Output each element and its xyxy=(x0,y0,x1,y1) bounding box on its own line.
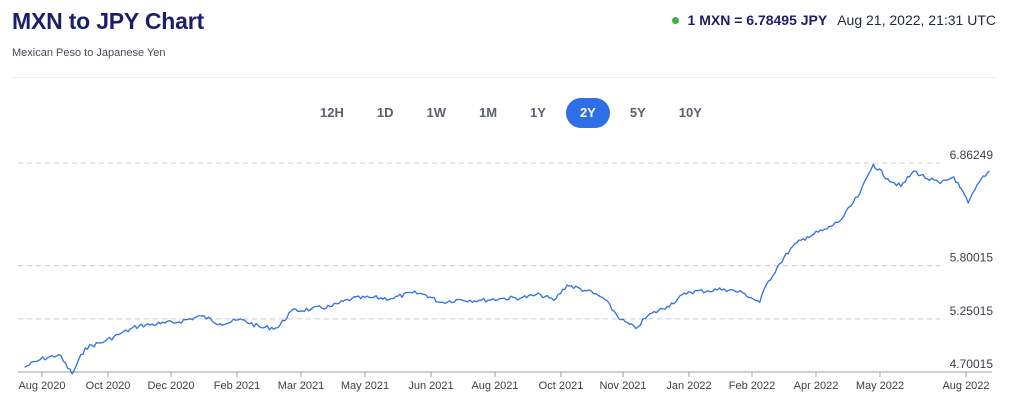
tab-12h[interactable]: 12H xyxy=(320,105,344,120)
data-point xyxy=(290,310,292,312)
x-tick-label: Aug 2021 xyxy=(471,380,518,392)
x-tick-label: Apr 2022 xyxy=(794,380,839,392)
data-point xyxy=(480,299,482,301)
data-point xyxy=(310,308,312,310)
data-point xyxy=(707,290,709,292)
series-line-mxn-jpy xyxy=(24,163,990,375)
data-point xyxy=(967,202,969,204)
tab-2y[interactable]: 2Y xyxy=(565,98,610,128)
data-point xyxy=(759,301,761,303)
y-tick-label: 5.80015 xyxy=(950,251,994,265)
data-point xyxy=(23,366,25,368)
rate-value: 1 MXN = 6.78495 JPY xyxy=(687,12,828,28)
y-tick-label: 5.25015 xyxy=(950,304,994,318)
data-point xyxy=(120,332,122,334)
x-tick-label: Aug 2022 xyxy=(942,380,989,392)
page-title: MXN to JPY Chart xyxy=(12,8,204,34)
data-point xyxy=(411,292,413,294)
data-point xyxy=(980,178,982,180)
data-point xyxy=(872,163,874,165)
tab-1w[interactable]: 1W xyxy=(426,105,446,120)
data-point xyxy=(138,324,140,326)
data-point xyxy=(939,182,941,184)
rate-timestamp: Aug 21, 2022, 21:31 UTC xyxy=(837,12,996,28)
data-point xyxy=(566,284,568,286)
data-point xyxy=(900,185,902,187)
data-point xyxy=(806,236,808,238)
data-point xyxy=(39,358,41,360)
data-point xyxy=(439,301,441,303)
data-point xyxy=(390,297,392,299)
data-point xyxy=(646,315,648,317)
tab-1m[interactable]: 1M xyxy=(478,105,498,120)
data-point xyxy=(826,228,828,230)
data-point xyxy=(723,288,725,290)
live-dot-icon xyxy=(671,16,679,24)
page-subtitle: Mexican Peso to Japanese Yen xyxy=(12,47,166,59)
data-point xyxy=(425,294,427,296)
x-tick-label: Jun 2021 xyxy=(408,380,453,392)
data-point xyxy=(241,319,243,321)
data-point xyxy=(351,297,353,299)
tab-5y[interactable]: 5Y xyxy=(629,105,646,120)
data-point xyxy=(84,347,86,349)
data-point xyxy=(602,296,604,298)
data-point xyxy=(458,298,460,300)
data-point xyxy=(200,315,202,317)
data-point xyxy=(840,218,842,220)
data-point xyxy=(371,296,373,298)
data-point xyxy=(778,263,780,265)
y-tick-label: 6.86249 xyxy=(950,148,994,162)
y-tick-label: 4.70015 xyxy=(950,357,994,371)
data-point xyxy=(765,284,767,286)
current-rate: 1 MXN = 6.78495 JPY Aug 21, 2022, 21:31 … xyxy=(671,12,996,28)
tab-10y[interactable]: 10Y xyxy=(678,105,702,120)
data-point xyxy=(331,305,333,307)
x-tick-label: Feb 2022 xyxy=(729,380,775,392)
data-point xyxy=(260,326,262,328)
data-point xyxy=(620,319,622,321)
data-point xyxy=(926,178,928,180)
x-tick-label: Jan 2022 xyxy=(666,380,711,392)
data-point xyxy=(219,323,221,325)
x-tick-label: May 2021 xyxy=(341,380,389,392)
data-point xyxy=(687,291,689,293)
data-point xyxy=(887,178,889,180)
data-point xyxy=(666,305,668,307)
x-tick-label: Oct 2021 xyxy=(539,380,584,392)
data-point xyxy=(953,176,955,178)
header-divider xyxy=(12,77,996,78)
range-tabs: 12H 1D 1W 1M 1Y 2Y 5Y 10Y xyxy=(307,98,722,128)
x-tick-label: Aug 2020 xyxy=(18,380,65,392)
data-point xyxy=(58,353,60,355)
data-point xyxy=(913,170,915,172)
x-tick-label: Dec 2020 xyxy=(147,380,194,392)
x-tick-label: Feb 2021 xyxy=(214,380,260,392)
x-tick-label: Mar 2021 xyxy=(278,380,324,392)
data-point xyxy=(159,323,161,325)
data-point xyxy=(741,292,743,294)
data-point xyxy=(104,340,106,342)
x-tick-label: May 2022 xyxy=(856,380,904,392)
tab-1y[interactable]: 1Y xyxy=(530,105,546,120)
data-point xyxy=(521,296,523,298)
data-point xyxy=(553,299,555,301)
x-tick-label: Nov 2021 xyxy=(599,380,646,392)
data-point xyxy=(178,321,180,323)
data-point xyxy=(499,297,501,299)
data-point xyxy=(988,170,990,172)
data-point xyxy=(635,327,637,329)
data-point xyxy=(586,290,588,292)
x-tick-label: Oct 2020 xyxy=(86,380,131,392)
data-point xyxy=(792,245,794,247)
data-point xyxy=(277,326,279,328)
tab-1d[interactable]: 1D xyxy=(376,105,394,120)
data-point xyxy=(539,294,541,296)
data-point xyxy=(859,192,861,194)
data-point xyxy=(71,373,73,375)
